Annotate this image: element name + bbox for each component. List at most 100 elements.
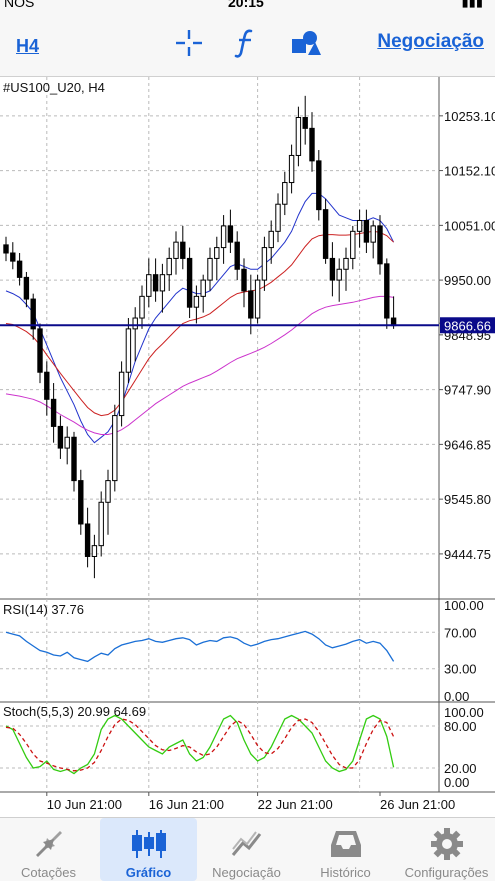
timeframe-button[interactable]: H4 xyxy=(16,36,40,56)
candle-body xyxy=(350,230,356,259)
trade-link[interactable]: Negociação xyxy=(377,31,484,52)
tab-quotes[interactable]: Cotações xyxy=(0,818,97,881)
candle-body xyxy=(254,279,261,319)
candle-body xyxy=(343,257,349,270)
clock: 20:15 xyxy=(228,0,264,10)
candle-body xyxy=(16,260,23,278)
stoch-tick-label: 80.00 xyxy=(444,719,477,734)
chart-area[interactable]: 10253.1010152.1010051.009950.009870.5098… xyxy=(0,77,495,817)
price-tick-label: 9545.80 xyxy=(444,492,491,507)
tab-settings[interactable]: Configurações xyxy=(398,818,495,881)
tab-settings-label: Configurações xyxy=(404,865,489,880)
gear-icon xyxy=(398,828,495,860)
candle-body xyxy=(275,203,281,232)
trade-icon xyxy=(198,828,295,860)
rsi-label: RSI(14) 37.76 xyxy=(3,602,84,617)
current-price-label: 9866.66 xyxy=(444,318,491,333)
candle-body xyxy=(159,274,166,292)
price-tick-label: 9747.90 xyxy=(444,383,491,398)
candle-body xyxy=(173,241,179,259)
candle-body xyxy=(30,298,36,330)
candle-body xyxy=(71,436,77,482)
tab-trade[interactable]: Negociação xyxy=(198,818,295,881)
price-tick-label: 9646.85 xyxy=(444,437,491,452)
candle-body xyxy=(166,257,172,276)
candle-body xyxy=(377,225,383,265)
candle-body xyxy=(302,117,308,129)
candle-body xyxy=(186,257,193,308)
price-tick-label: 9444.75 xyxy=(444,547,491,562)
candle-body xyxy=(193,295,200,308)
tab-chart[interactable]: Gráfico xyxy=(100,818,197,881)
price-tick-label: 10253.10 xyxy=(444,109,495,124)
candle-body xyxy=(261,247,268,281)
candle-body xyxy=(10,252,16,262)
objects-icon[interactable] xyxy=(289,26,323,60)
chart-toolbar: H4 Negociação xyxy=(0,12,495,77)
candle-body xyxy=(50,398,57,427)
quotes-arrows-icon xyxy=(0,828,97,860)
history-inbox-icon xyxy=(297,828,394,860)
price-tick-label: 10051.00 xyxy=(444,218,495,233)
moving-average-line xyxy=(5,230,394,417)
tab-quotes-label: Cotações xyxy=(21,865,76,880)
candle-body xyxy=(309,127,315,162)
candle-body xyxy=(200,279,206,297)
crosshair-icon[interactable] xyxy=(172,26,206,60)
candle-body xyxy=(322,209,329,259)
stoch-main-line xyxy=(5,714,395,775)
moving-average-line xyxy=(5,295,394,435)
candle-body xyxy=(356,219,363,232)
chart-symbol-title: #US100_U20, H4 xyxy=(3,80,105,95)
candle-body xyxy=(248,290,254,319)
candle-body xyxy=(288,154,295,184)
rsi-line xyxy=(5,630,395,663)
time-tick-label: 10 Jun 21:00 xyxy=(47,797,122,812)
candle-body xyxy=(220,225,227,249)
candle-body xyxy=(57,425,64,449)
price-tick-label: 10152.10 xyxy=(444,164,495,179)
candle-body xyxy=(152,274,159,292)
candle-body xyxy=(241,268,247,292)
rsi-tick-label: 0.00 xyxy=(444,689,469,704)
candle-body xyxy=(105,480,111,503)
chart-canvas[interactable]: 10253.1010152.1010051.009950.009870.5098… xyxy=(0,77,495,817)
candle-body xyxy=(112,415,118,482)
tab-history-label: Histórico xyxy=(320,865,371,880)
price-tick-label: 9950.00 xyxy=(444,273,491,288)
stoch-tick-label: 20.00 xyxy=(444,761,477,776)
candle-body xyxy=(125,328,132,373)
battery-icon: ▮▮▮ xyxy=(461,0,483,9)
candle-body xyxy=(268,230,274,249)
candle-body xyxy=(363,219,370,243)
candle-body xyxy=(214,247,220,259)
candle-body xyxy=(146,274,152,297)
tab-trade-label: Negociação xyxy=(212,865,281,880)
candle-body xyxy=(3,244,9,254)
candle-body xyxy=(64,436,70,449)
candle-body xyxy=(295,117,302,156)
candle-body xyxy=(91,545,98,557)
candle-body xyxy=(282,182,288,205)
tab-bar: Cotações Gráfico Negociação Histórico Co… xyxy=(0,817,495,881)
tab-history[interactable]: Histórico xyxy=(297,818,394,881)
rsi-tick-label: 70.00 xyxy=(444,625,477,640)
candle-body xyxy=(329,257,336,281)
time-tick-label: 26 Jun 21:00 xyxy=(380,797,455,812)
candle-body xyxy=(234,241,240,270)
candle-body xyxy=(316,160,322,211)
candle-body xyxy=(84,523,91,557)
candle-body xyxy=(118,371,125,417)
candle-body xyxy=(139,295,145,319)
candle-body xyxy=(384,263,390,319)
candle-body xyxy=(207,257,213,281)
tab-chart-label: Gráfico xyxy=(125,865,172,880)
time-tick-label: 16 Jun 21:00 xyxy=(149,797,224,812)
candle-body xyxy=(336,268,342,281)
function-icon[interactable] xyxy=(229,26,263,60)
candle-body xyxy=(227,225,234,243)
rsi-tick-label: 100.00 xyxy=(444,598,484,613)
current-price-box xyxy=(440,317,495,334)
candle-body xyxy=(180,241,186,259)
candle-body xyxy=(370,225,376,243)
